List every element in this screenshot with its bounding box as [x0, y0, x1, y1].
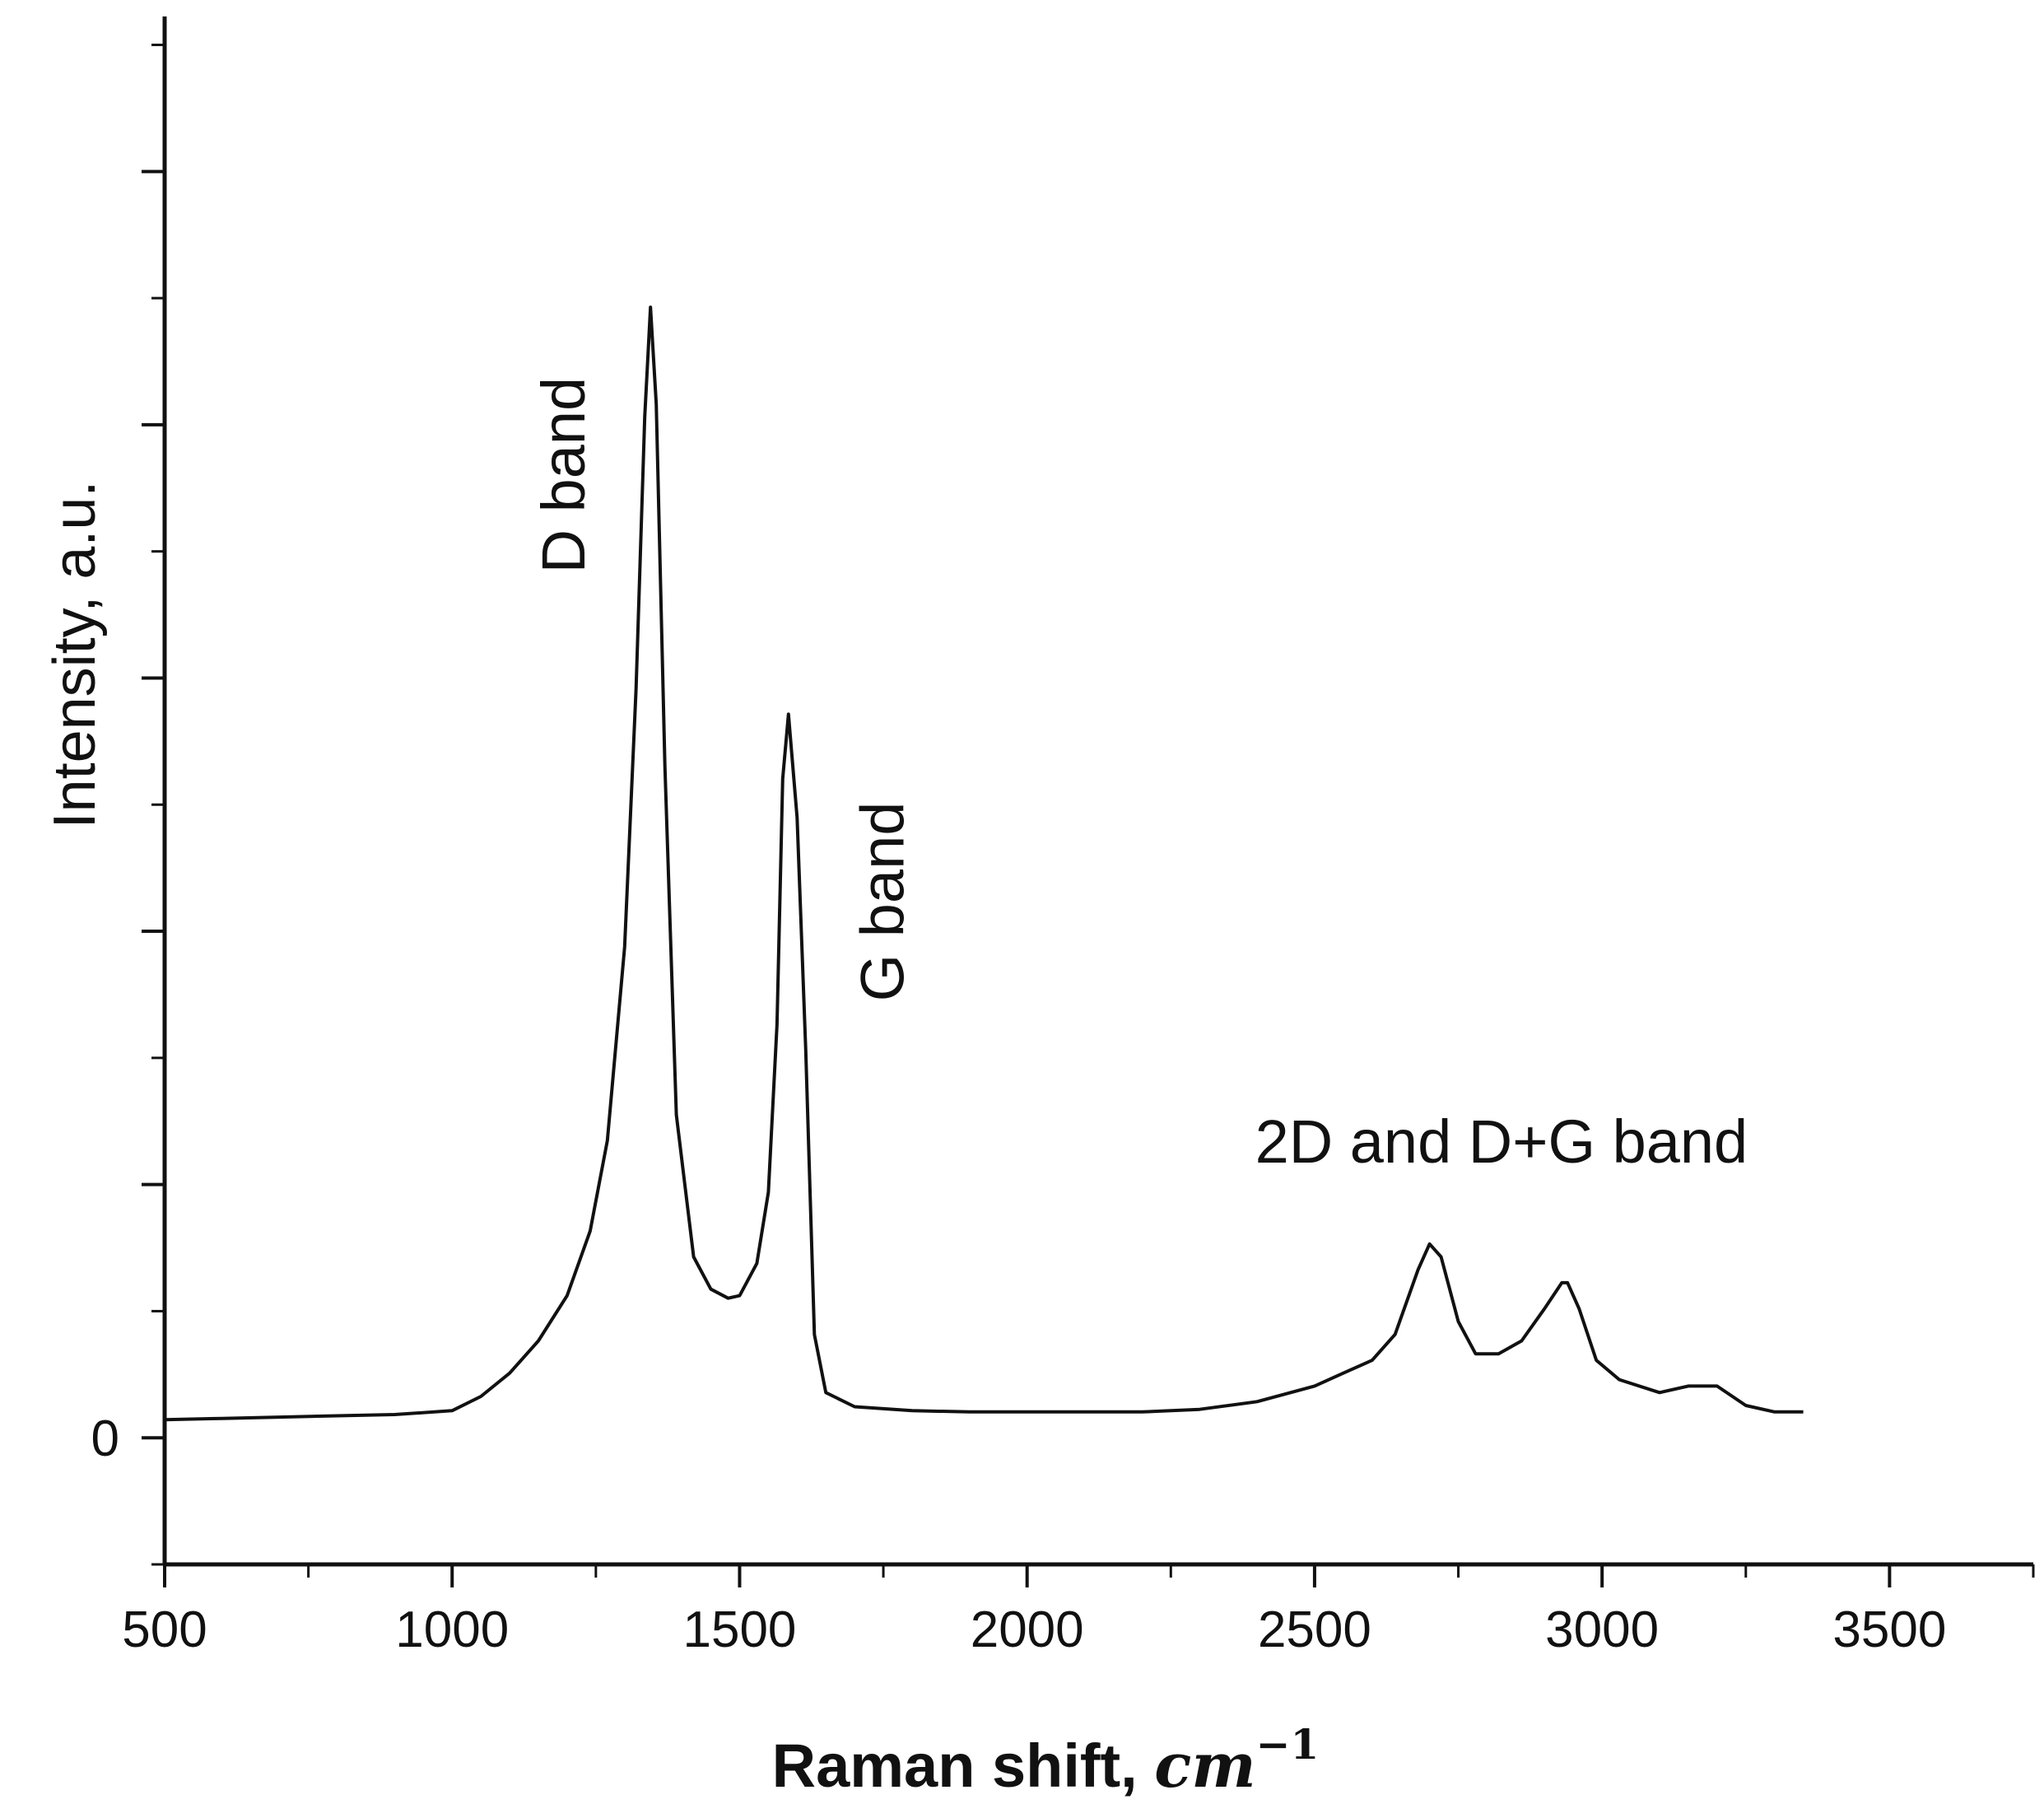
y-axis-label: Intensity, a.u.	[42, 481, 108, 829]
x-tick-label: 3000	[1545, 1601, 1659, 1658]
series-line	[164, 305, 1804, 1422]
x-axis-label-unit: cm	[1154, 1731, 1255, 1802]
x-tick-label: 1500	[682, 1601, 796, 1658]
band-annotation: D band	[529, 377, 598, 574]
x-axis-label-text: Raman shift,	[772, 1732, 1155, 1800]
x-ticks	[163, 1564, 2035, 1587]
band-annotation: 2D and D+G band	[1255, 1107, 1748, 1176]
annotations: D band G band 2D and D+G band	[529, 377, 1748, 1176]
y-ticks	[142, 44, 165, 1566]
axes	[162, 16, 2033, 1567]
x-tick-label: 2500	[1258, 1601, 1371, 1658]
x-axis-label: Raman shift, cm−1	[772, 1720, 1320, 1802]
x-tick-labels: 500 1000 1500 2000 2500 3000 3500	[122, 1601, 1946, 1658]
x-tick-label: 1000	[395, 1601, 509, 1658]
x-axis-label-exponent: −1	[1256, 1720, 1320, 1769]
band-annotation: G band	[849, 802, 917, 1002]
x-tick-label: 500	[122, 1601, 207, 1658]
y-tick-label: 0	[91, 1410, 119, 1467]
x-tick-label: 3500	[1832, 1601, 1946, 1658]
x-tick-label: 2000	[971, 1601, 1084, 1658]
y-tick-labels: 0	[91, 1410, 119, 1467]
